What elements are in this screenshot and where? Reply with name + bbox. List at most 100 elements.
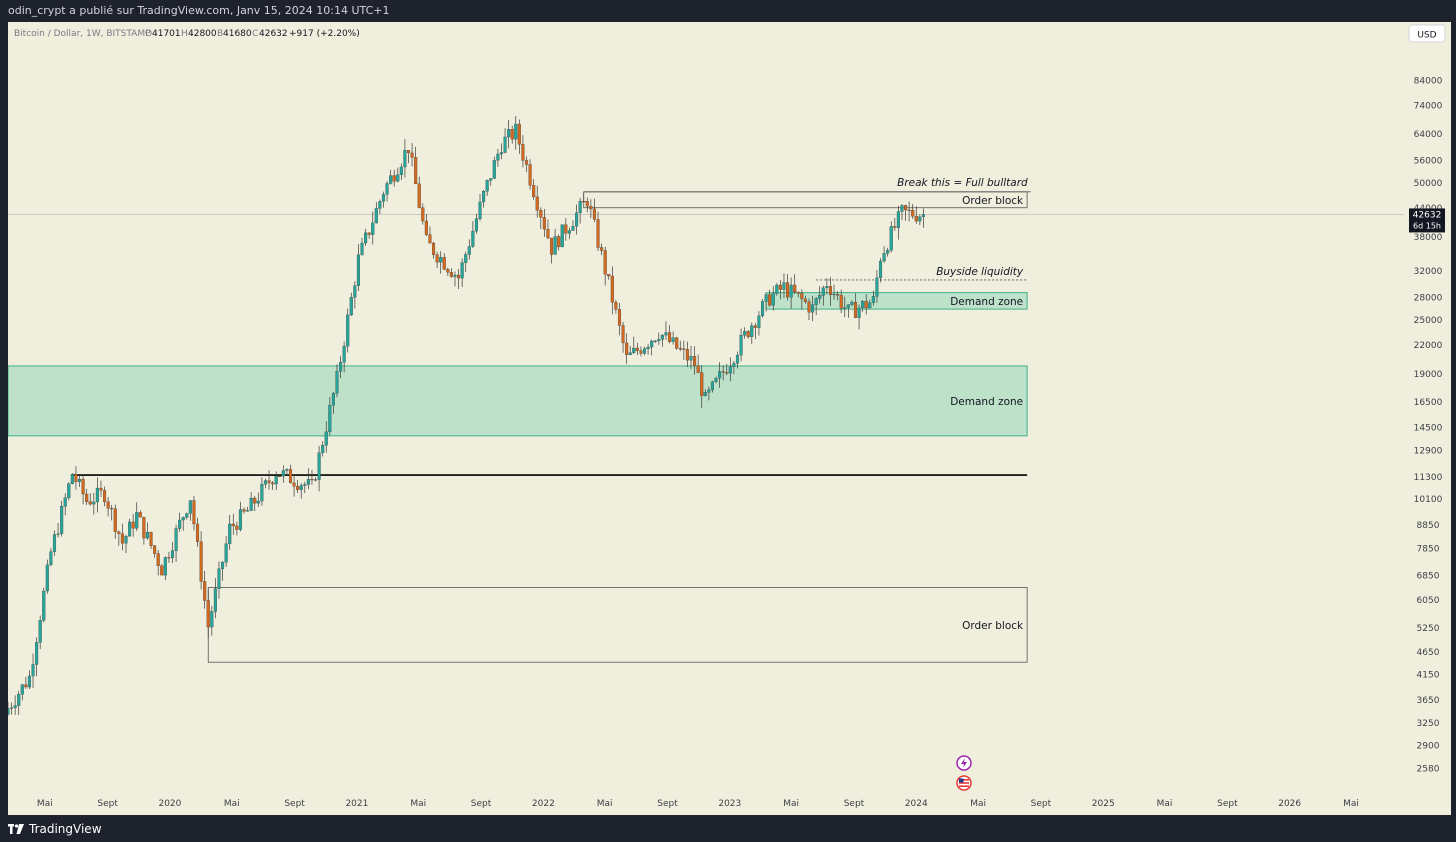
candle — [446, 267, 450, 277]
y-tick-label: 38000 — [1414, 233, 1443, 243]
y-tick-label: 22000 — [1414, 341, 1443, 351]
candle — [221, 561, 225, 581]
candle — [646, 343, 650, 355]
candle — [6, 701, 10, 716]
candle — [578, 197, 582, 224]
price-axis[interactable]: 8400074000640005600050000440003800032000… — [1414, 76, 1443, 774]
candle — [732, 360, 736, 375]
candle — [893, 218, 897, 231]
y-tick-label: 7850 — [1417, 545, 1440, 555]
candle — [145, 522, 150, 540]
candle — [364, 228, 368, 246]
candle — [585, 197, 589, 213]
event-icons[interactable] — [956, 755, 972, 791]
candle — [496, 148, 500, 167]
candle — [907, 201, 911, 222]
candle — [74, 466, 78, 490]
candle — [63, 493, 67, 516]
candle — [886, 247, 890, 257]
candle — [346, 308, 350, 353]
legend-open: 41701 — [152, 29, 181, 39]
candle — [803, 295, 807, 304]
candle — [410, 143, 414, 167]
candle — [696, 354, 700, 373]
candle — [839, 289, 843, 314]
currency-button[interactable]: USD — [1408, 24, 1446, 43]
x-tick-label: 2024 — [905, 799, 928, 809]
legend-h-label: H — [181, 29, 188, 39]
price-chart[interactable]: Demand zone Demand zone Order block Order b… — [6, 22, 1451, 815]
candle — [149, 531, 153, 550]
candle — [828, 277, 833, 307]
legend-change: +917 (+2.20%) — [289, 29, 360, 39]
candle — [371, 211, 375, 245]
publisher-bar: odin_crypt a publié sur TradingView.com,… — [0, 0, 1456, 22]
candle — [796, 291, 800, 298]
x-tick-label: Sept — [657, 799, 678, 809]
candle — [589, 199, 593, 219]
candle — [228, 514, 232, 550]
chart-area[interactable]: Demand zone Demand zone Order block Order b… — [6, 22, 1451, 815]
candle — [535, 185, 539, 218]
candle — [389, 169, 393, 185]
candle — [192, 496, 196, 531]
candle — [299, 482, 303, 499]
time-axis[interactable]: Mai Sept 2020 Mai Sept 2021 Mai Sept 2022 Mai Sept… — [37, 799, 1359, 809]
lightning-icon[interactable] — [956, 755, 972, 771]
footer-bar: TradingView — [0, 815, 1456, 842]
candle — [846, 304, 850, 318]
candle — [743, 327, 747, 339]
candle — [274, 471, 278, 491]
y-tick-label: 84000 — [1414, 76, 1443, 86]
candle — [793, 274, 797, 295]
legend-low: 41680 — [223, 29, 252, 39]
candle — [353, 281, 357, 309]
candle — [142, 516, 146, 545]
candle — [131, 513, 135, 537]
candle — [596, 211, 600, 252]
candle — [642, 346, 647, 356]
y-tick-label: 64000 — [1414, 130, 1443, 140]
candle — [632, 336, 636, 355]
candle — [714, 376, 718, 384]
candle — [392, 169, 396, 187]
candle — [13, 695, 17, 715]
candle — [235, 521, 239, 536]
us-flag-icon[interactable] — [956, 775, 972, 791]
candle — [27, 670, 32, 690]
candle — [728, 357, 732, 382]
x-tick-label: 2025 — [1092, 799, 1115, 809]
candle — [524, 156, 529, 173]
candle — [156, 550, 160, 576]
candle — [246, 506, 250, 512]
candle — [685, 341, 689, 368]
candle — [510, 125, 514, 144]
candle — [167, 551, 171, 563]
candle — [471, 221, 475, 248]
y-tick-label: 6050 — [1417, 596, 1440, 606]
currency-label[interactable]: USD — [1417, 31, 1436, 41]
y-tick-label: 5250 — [1417, 624, 1440, 634]
tradingview-logo-icon — [8, 824, 24, 834]
candle — [288, 464, 293, 484]
candle — [489, 178, 493, 186]
candle — [667, 325, 672, 344]
candle — [775, 283, 779, 296]
publisher-text: odin_crypt a publié sur TradingView.com,… — [8, 4, 390, 17]
candle — [181, 516, 185, 531]
candle — [843, 296, 847, 318]
candle — [549, 237, 554, 264]
candle — [660, 334, 664, 347]
legend-symbol: Bitcoin / Dollar, 1W, BITSTAMP — [14, 29, 151, 39]
candle — [385, 180, 389, 202]
candle — [242, 507, 246, 514]
tradingview-logo[interactable]: TradingView — [8, 822, 102, 836]
candle — [521, 135, 525, 168]
candle — [700, 365, 704, 408]
y-tick-label: 14500 — [1414, 423, 1443, 433]
candle — [871, 290, 875, 306]
candle — [768, 289, 772, 307]
x-tick-label: Sept — [471, 799, 492, 809]
candle — [739, 328, 743, 362]
candle — [678, 340, 682, 352]
